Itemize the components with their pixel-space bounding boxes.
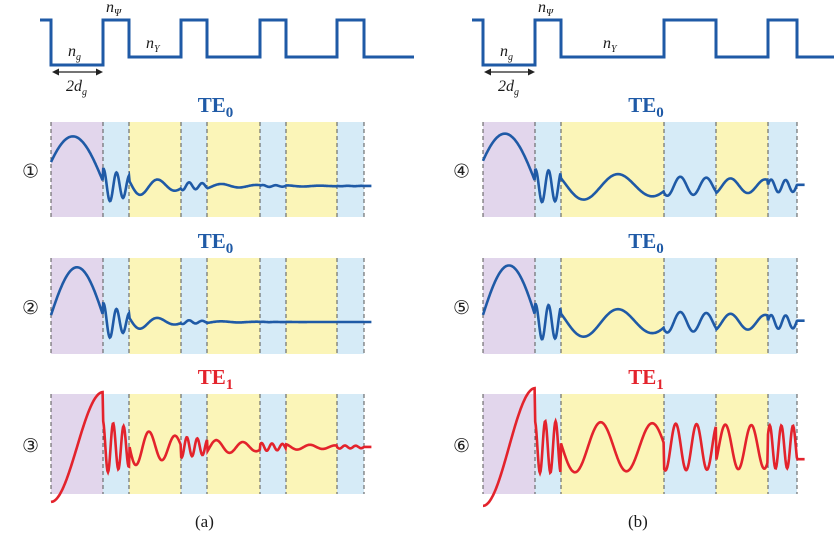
plot-index-marker: ⑥ [453,435,470,457]
mode-title: TE0 [198,229,234,257]
panel-b: nΨ nΥ ng 2dg TE0 ④ TE0 ⑤ TE1 ⑥ (b) [453,0,834,531]
mode-plot: TE0 ④ [453,93,805,217]
layer-psi-region [664,122,716,217]
layer-upsilon-region [129,122,181,217]
guide-core-region [483,122,535,217]
layer-upsilon-region [286,122,337,217]
layer-psi-region [103,258,129,354]
guide-width-label: 2dg [66,78,87,98]
layer-psi-region [768,122,797,217]
n-g-label: ng [68,43,81,63]
panel-a: nΨ nΥ ng 2dg TE0 ① TE0 ② TE1 ③ (a) [22,0,414,531]
mode-title: TE1 [198,365,234,393]
layer-upsilon-region [561,122,664,217]
layer-psi-region [103,122,129,217]
layer-psi-region [337,394,364,494]
layer-upsilon-region [286,258,337,354]
mode-plot: TE0 ⑤ [453,229,805,354]
mode-profile-1 [49,135,372,203]
layer-psi-region [337,258,364,354]
layer-psi-region [260,122,286,217]
mode-title: TE1 [628,365,664,393]
guide-width-label: 2dg [498,78,519,98]
guide-core-region [483,258,535,354]
n-g-label: ng [500,43,513,63]
panel-label: (a) [195,512,214,531]
layer-psi-region [664,258,716,354]
layer-psi-region [768,258,797,354]
plot-index-marker: ② [22,297,39,319]
layer-psi-region [181,258,207,354]
mode-profile-3 [50,390,372,504]
layer-upsilon-region [716,258,768,354]
layer-upsilon-region [207,122,260,217]
layer-upsilon-region [207,394,260,494]
plot-index-marker: ⑤ [453,297,470,319]
layer-upsilon-region [561,258,664,354]
n-psi-label: nΨ [538,0,554,19]
mode-plot: TE0 ① [22,93,372,217]
index-profile-line [40,18,414,67]
layer-psi-region [181,122,207,217]
guide-core-region [51,258,103,354]
mode-profile-2 [49,266,372,340]
mode-plot: TE1 ③ [22,365,372,504]
mode-plot: TE0 ② [22,229,372,354]
plot-index-marker: ① [22,161,39,183]
plot-index-marker: ④ [453,161,470,183]
layer-psi-region [664,394,716,494]
layer-psi-region [260,258,286,354]
layer-upsilon-region [129,258,181,354]
layer-upsilon-region [716,394,768,494]
mode-plot: TE1 ⑥ [453,365,805,508]
plot-index-marker: ③ [22,435,39,457]
n-upsilon-label: nΥ [603,35,618,55]
mode-title: TE0 [198,93,234,121]
mode-profile-4 [481,132,805,204]
layer-upsilon-region [716,122,768,217]
mode-title: TE0 [628,93,664,121]
panel-label: (b) [628,512,648,531]
n-psi-label: nΨ [106,0,122,19]
index-profile-line [472,18,834,67]
mode-profile-5 [481,264,805,341]
layer-psi-region [337,122,364,217]
layer-upsilon-region [207,258,260,354]
mode-title: TE0 [628,229,664,257]
n-upsilon-label: nΥ [146,35,161,55]
mode-profile-6 [483,386,805,508]
